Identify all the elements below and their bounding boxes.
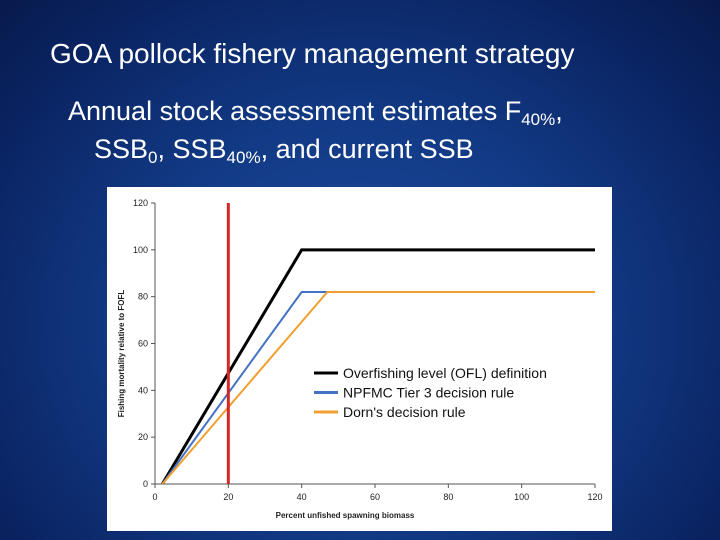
x-tick-label: 60 <box>370 492 380 502</box>
y-tick-label: 40 <box>138 385 148 395</box>
x-tick-label: 0 <box>152 492 157 502</box>
chart-panel: 0 20 40 60 80 100 120 0 20 40 60 80 100 120 Percent un… <box>107 187 612 531</box>
legend-label-2: NPFMC Tier 3 decision rule <box>343 385 514 401</box>
subtitle-line1: Annual stock assessment estimates F40%, <box>68 96 563 129</box>
subtitle-subscript: 40% <box>521 110 556 129</box>
x-tick-label: 120 <box>587 492 602 502</box>
subtitle-text: Annual stock assessment estimates F <box>68 96 522 126</box>
y-axis-title: Fishing mortality relative to FOFL <box>117 290 126 418</box>
subtitle-subscript: 0 <box>148 148 158 167</box>
legend-label-3: Dorn's decision rule <box>343 404 466 420</box>
subtitle-line2: SSB0, SSB40%, and current SSB <box>68 130 563 168</box>
slide-subtitle: Annual stock assessment estimates F40%, … <box>68 92 563 168</box>
y-tick-label: 120 <box>133 198 148 208</box>
subtitle-text: , SSB <box>157 134 227 164</box>
chart-svg: 0 20 40 60 80 100 120 0 20 40 60 80 100 120 Percent un… <box>117 198 603 520</box>
series-line-3 <box>161 290 595 485</box>
x-tick-label: 40 <box>297 492 307 502</box>
y-tick-label: 60 <box>138 339 148 349</box>
subtitle-subscript: 40% <box>226 148 261 167</box>
y-tick-label: 20 <box>138 432 148 442</box>
y-tick-label: 0 <box>143 479 148 489</box>
series-line-2 <box>161 290 328 485</box>
legend-label-1: Overfishing level (OFL) definition <box>343 365 547 381</box>
y-tick-label: 100 <box>133 245 148 255</box>
y-tick-label: 80 <box>138 292 148 302</box>
subtitle-text: , <box>555 96 563 126</box>
x-tick-label: 100 <box>514 492 529 502</box>
slide-title: GOA pollock fishery management strategy <box>50 38 575 69</box>
subtitle-text: , and current SSB <box>260 134 474 164</box>
x-tick-label: 80 <box>443 492 453 502</box>
x-tick-label: 20 <box>223 492 233 502</box>
series-line-1 <box>161 248 595 485</box>
subtitle-text: SSB <box>94 134 149 164</box>
x-axis-title: Percent unfished spawning biomass <box>276 511 415 520</box>
